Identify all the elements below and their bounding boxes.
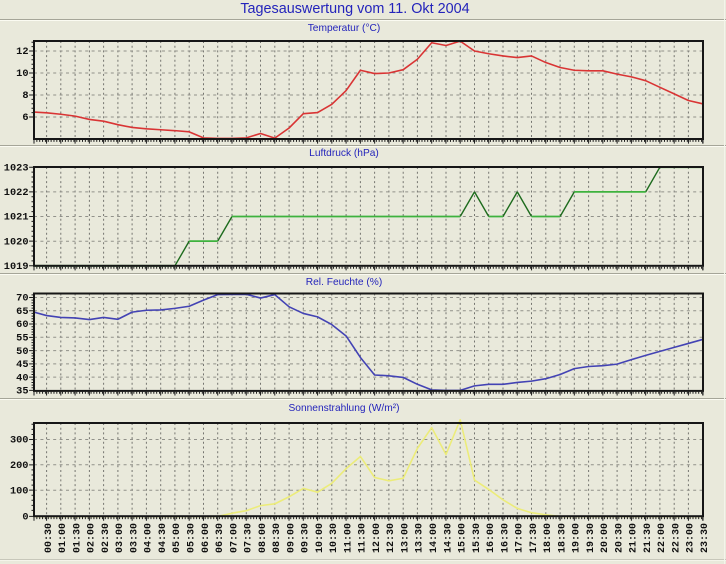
svg-text:08:30: 08:30 bbox=[272, 523, 283, 553]
svg-text:00:30: 00:30 bbox=[44, 523, 55, 553]
svg-text:1023: 1023 bbox=[4, 162, 29, 174]
svg-text:03:30: 03:30 bbox=[129, 523, 140, 553]
svg-text:50: 50 bbox=[16, 346, 28, 358]
svg-text:6: 6 bbox=[22, 112, 28, 124]
svg-text:09:00: 09:00 bbox=[286, 523, 297, 553]
svg-text:03:00: 03:00 bbox=[115, 523, 126, 553]
svg-text:14:30: 14:30 bbox=[443, 523, 454, 553]
svg-text:12:30: 12:30 bbox=[386, 523, 397, 553]
svg-text:18:30: 18:30 bbox=[557, 523, 568, 553]
svg-text:11:00: 11:00 bbox=[343, 523, 354, 553]
svg-text:12: 12 bbox=[16, 46, 28, 58]
svg-text:100: 100 bbox=[10, 485, 29, 497]
svg-text:8: 8 bbox=[22, 90, 28, 102]
svg-text:10:00: 10:00 bbox=[315, 523, 326, 553]
svg-text:04:30: 04:30 bbox=[158, 523, 169, 553]
svg-text:40: 40 bbox=[16, 372, 28, 384]
svg-text:01:30: 01:30 bbox=[72, 523, 83, 553]
svg-text:15:00: 15:00 bbox=[458, 523, 469, 553]
svg-text:1019: 1019 bbox=[4, 261, 29, 273]
svg-text:45: 45 bbox=[16, 359, 28, 371]
svg-text:13:30: 13:30 bbox=[415, 523, 426, 553]
svg-text:35: 35 bbox=[16, 386, 28, 398]
svg-text:55: 55 bbox=[16, 333, 28, 345]
svg-text:200: 200 bbox=[10, 460, 29, 472]
svg-text:1020: 1020 bbox=[4, 236, 29, 248]
svg-text:60: 60 bbox=[16, 319, 28, 331]
svg-text:17:00: 17:00 bbox=[515, 523, 526, 553]
svg-text:0: 0 bbox=[22, 512, 28, 524]
svg-text:20:00: 20:00 bbox=[600, 523, 611, 553]
svg-text:1021: 1021 bbox=[4, 212, 29, 224]
svg-text:23:00: 23:00 bbox=[686, 523, 697, 553]
svg-text:21:30: 21:30 bbox=[643, 523, 654, 553]
svg-text:70: 70 bbox=[16, 293, 28, 305]
svg-text:08:00: 08:00 bbox=[258, 523, 269, 553]
svg-text:19:30: 19:30 bbox=[586, 523, 597, 553]
svg-text:06:00: 06:00 bbox=[201, 523, 212, 553]
svg-text:05:00: 05:00 bbox=[172, 523, 183, 553]
svg-text:04:00: 04:00 bbox=[144, 523, 155, 553]
svg-text:1022: 1022 bbox=[4, 187, 29, 199]
svg-text:15:30: 15:30 bbox=[472, 523, 483, 553]
svg-text:14:00: 14:00 bbox=[429, 523, 440, 553]
svg-text:300: 300 bbox=[10, 435, 29, 447]
svg-text:23:30: 23:30 bbox=[700, 523, 711, 553]
svg-text:02:00: 02:00 bbox=[87, 523, 98, 553]
svg-text:13:00: 13:00 bbox=[401, 523, 412, 553]
svg-text:22:30: 22:30 bbox=[672, 523, 683, 553]
svg-text:11:30: 11:30 bbox=[358, 523, 369, 553]
svg-text:05:30: 05:30 bbox=[187, 523, 198, 553]
svg-text:02:30: 02:30 bbox=[101, 523, 112, 553]
svg-text:21:00: 21:00 bbox=[629, 523, 640, 553]
svg-text:07:00: 07:00 bbox=[229, 523, 240, 553]
svg-text:12:00: 12:00 bbox=[372, 523, 383, 553]
svg-text:65: 65 bbox=[16, 306, 28, 318]
svg-text:07:30: 07:30 bbox=[244, 523, 255, 553]
svg-text:06:30: 06:30 bbox=[215, 523, 226, 553]
svg-text:01:00: 01:00 bbox=[58, 523, 69, 553]
svg-text:10: 10 bbox=[16, 68, 28, 80]
svg-text:22:00: 22:00 bbox=[657, 523, 668, 553]
svg-text:16:00: 16:00 bbox=[486, 523, 497, 553]
svg-text:19:00: 19:00 bbox=[572, 523, 583, 553]
svg-text:16:30: 16:30 bbox=[500, 523, 511, 553]
svg-text:17:30: 17:30 bbox=[529, 523, 540, 553]
svg-text:18:00: 18:00 bbox=[543, 523, 554, 553]
svg-text:09:30: 09:30 bbox=[301, 523, 312, 553]
svg-text:10:30: 10:30 bbox=[329, 523, 340, 553]
svg-text:20:30: 20:30 bbox=[614, 523, 625, 553]
